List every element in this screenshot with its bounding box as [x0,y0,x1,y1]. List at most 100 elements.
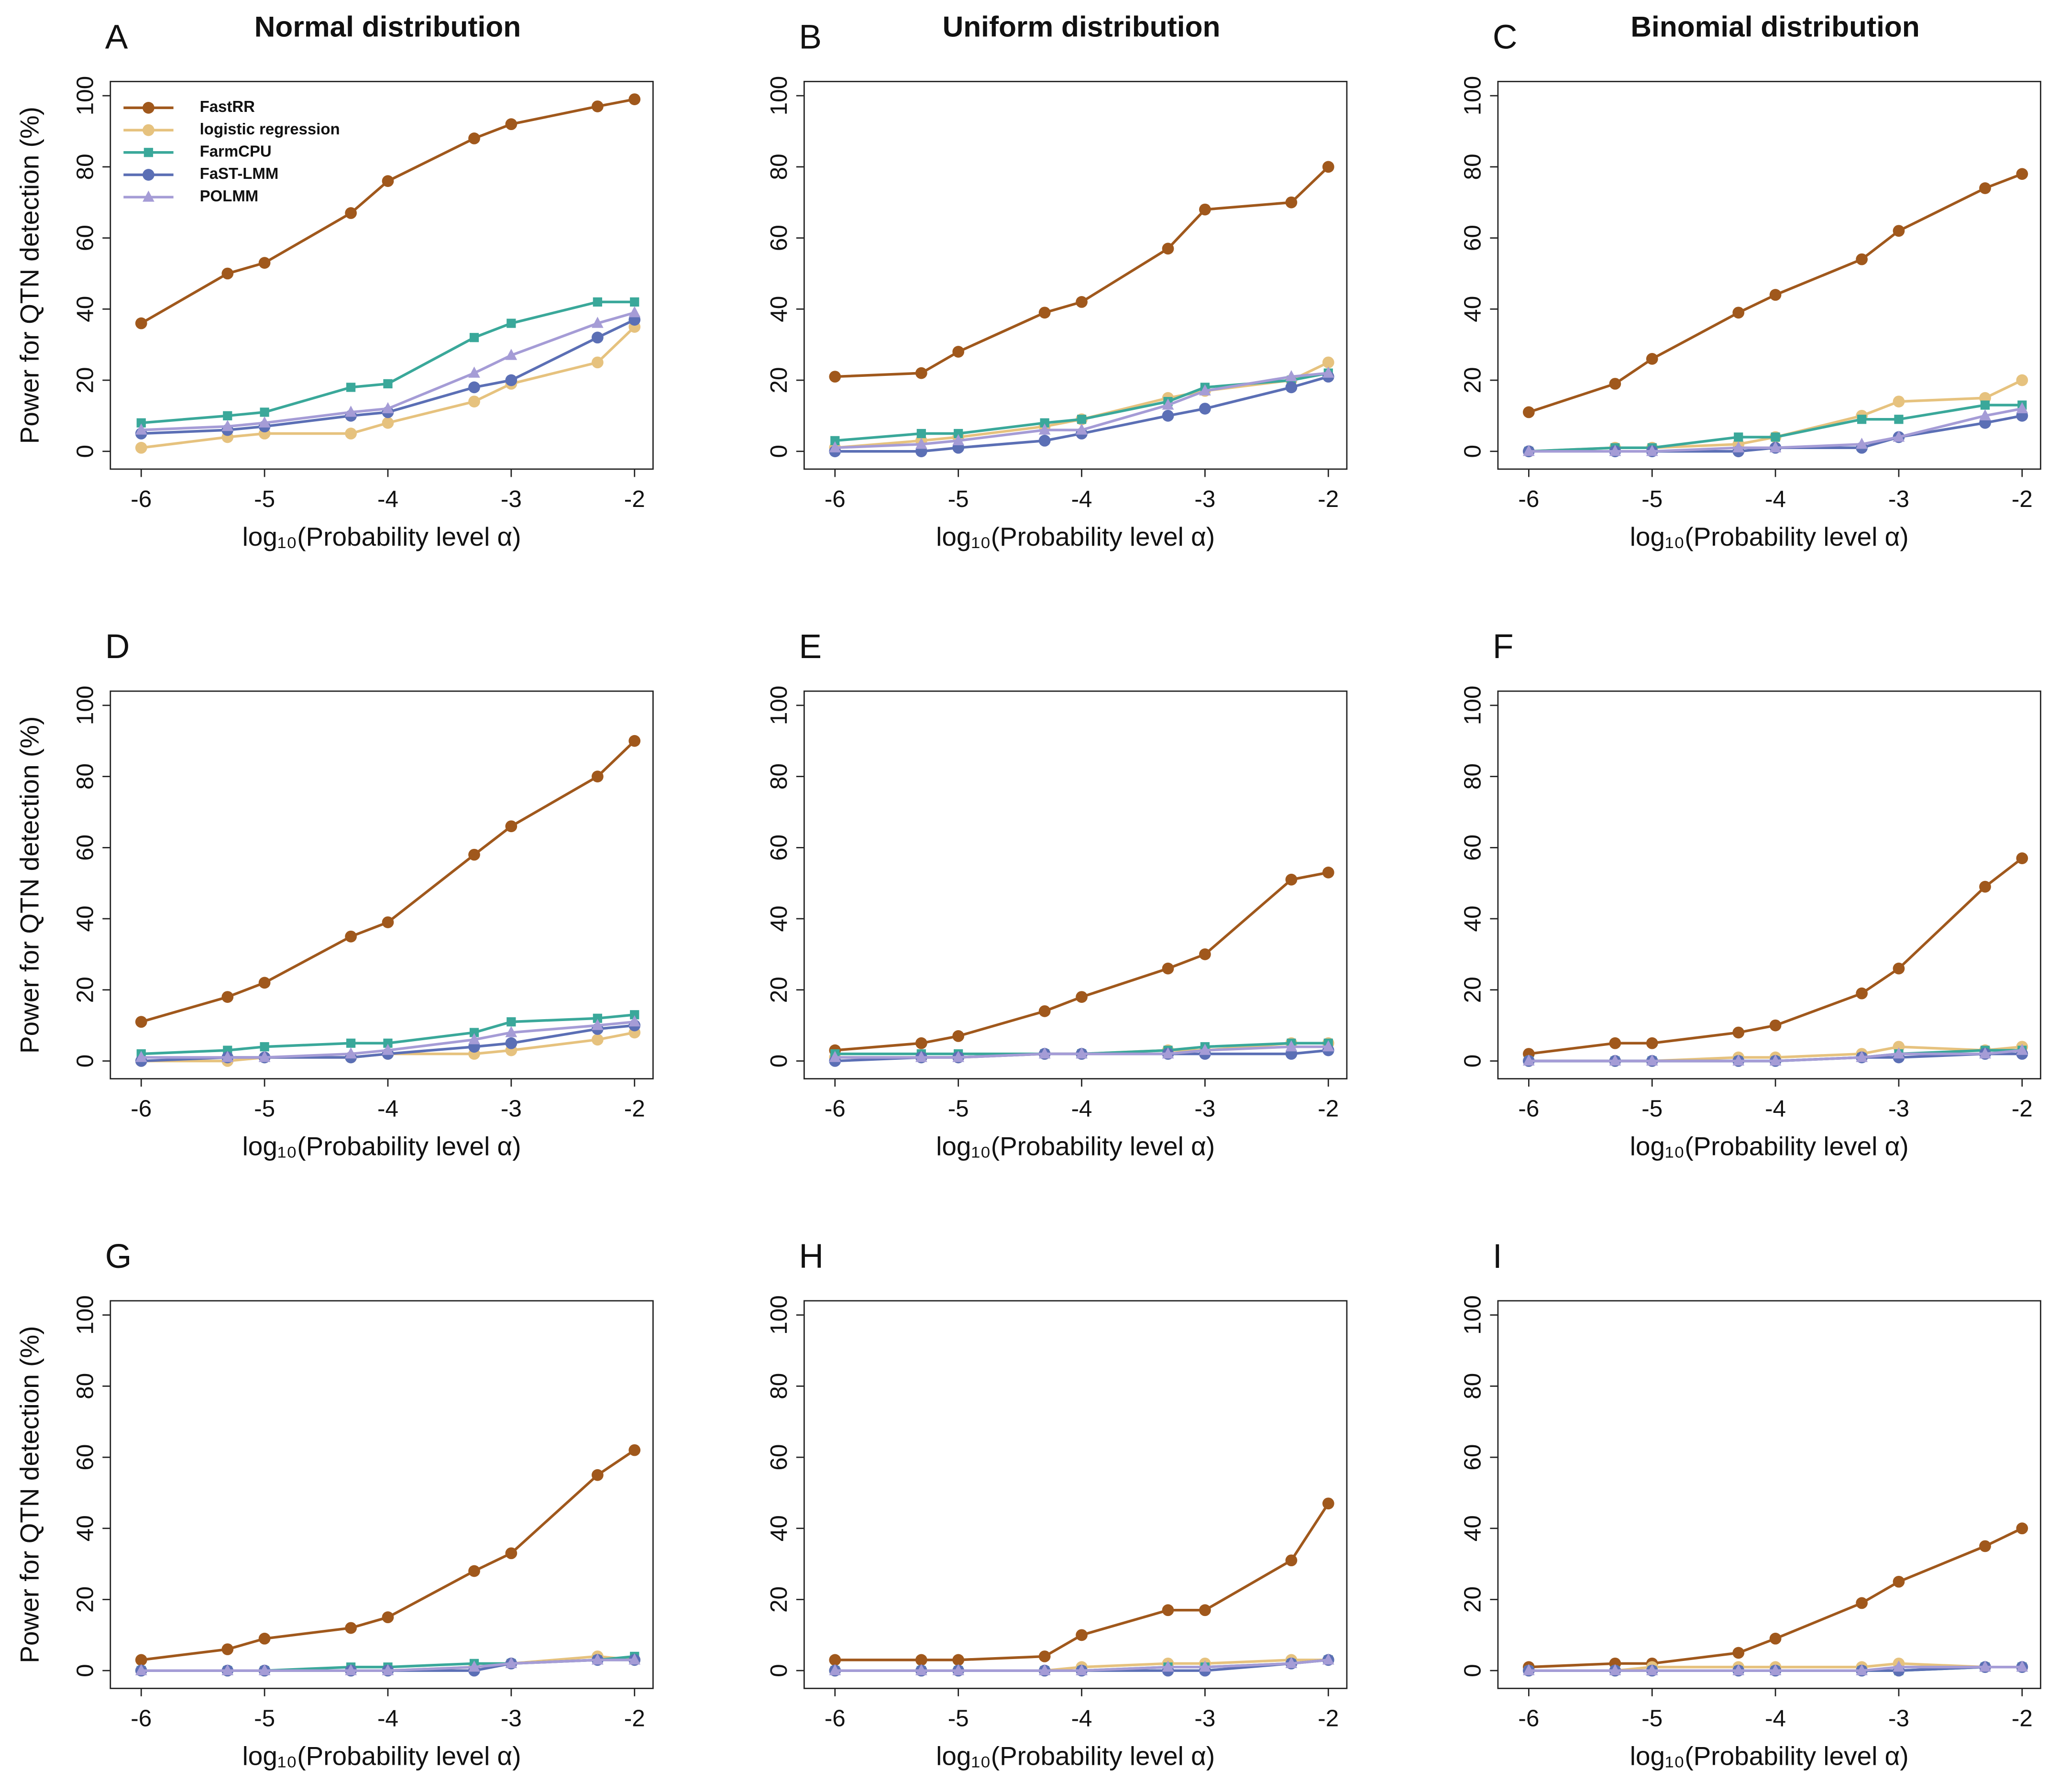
marker [221,419,234,431]
marker [469,1028,479,1037]
x-tick-label: -6 [825,486,846,512]
y-tick-label: 20 [72,977,98,1003]
marker [468,1660,480,1672]
y-tick-label: 20 [1460,367,1486,393]
marker [628,306,641,318]
panel: G Power for QTN detection (%) log₁₀(Probab… [14,1237,654,1770]
marker [591,770,604,782]
y-tick-label: 60 [766,1444,792,1471]
x-tick-label: -4 [1765,1096,1786,1122]
y-tick-label: 60 [1460,1444,1486,1471]
y-tick-label: 100 [1460,686,1486,725]
y-tick-label: 20 [1460,977,1486,1003]
marker [628,1653,641,1665]
marker [591,1033,604,1046]
marker [1076,1664,1088,1675]
x-tick-label: -4 [377,1705,398,1731]
marker [1199,384,1211,396]
marker [1199,203,1211,216]
legend-marker [143,190,154,202]
panel-letter: F [1493,627,1514,666]
y-tick-label: 80 [766,763,792,790]
x-tick-label: -5 [1641,486,1663,512]
marker [505,118,518,131]
y-tick-label: 40 [766,296,792,322]
marker [630,297,639,307]
y-axis-label: Power for QTN detection (%) [14,1326,44,1663]
panel-letter: H [799,1237,824,1275]
x-tick-label: -4 [1765,486,1786,512]
marker [952,1030,965,1042]
marker [1732,1026,1745,1039]
marker [1979,1660,1991,1672]
y-axis-label: Power for QTN detection (%) [14,107,44,444]
y-tick-label: 20 [766,977,792,1003]
marker [221,1051,234,1062]
x-tick-label: -6 [1518,486,1539,512]
marker [1322,356,1334,369]
x-tick-label: -2 [2012,1705,2033,1731]
marker [1979,1540,1991,1552]
marker [1040,418,1049,428]
marker [345,428,357,440]
y-tick-label: 0 [766,1664,792,1677]
marker [1734,432,1743,442]
marker [1609,1054,1621,1066]
marker [135,1654,147,1666]
x-tick-label: -5 [1641,1096,1663,1122]
y-axis-label: Power for QTN detection (%) [14,716,44,1054]
marker [2016,1660,2028,1672]
panel-letter: I [1493,1237,1502,1275]
marker [506,1017,516,1027]
marker [829,1664,841,1675]
marker [1609,378,1621,390]
marker [1646,1664,1658,1675]
marker [505,1657,518,1668]
marker [1856,1664,1868,1675]
marker [829,1654,841,1666]
x-tick-label: -3 [501,486,522,512]
x-tick-label: -2 [624,486,645,512]
marker [1038,1650,1051,1662]
x-axis-label: log₁₀(Probability level α) [1630,1741,1909,1770]
plot-frame [803,1300,1348,1689]
marker [1162,1047,1174,1059]
marker [258,1051,271,1062]
y-tick-label: 20 [72,1586,98,1613]
x-tick-label: -6 [131,486,152,512]
marker [1285,1040,1298,1052]
marker [1038,1047,1051,1059]
x-axis-label: log₁₀(Probability level α) [1630,1132,1909,1161]
legend-label: FastRR [200,98,255,115]
marker [1646,1037,1658,1049]
marker [221,991,234,1003]
x-tick-label: -4 [1071,1705,1092,1731]
marker [915,438,927,449]
y-tick-label: 80 [1460,1373,1486,1399]
marker [258,257,271,269]
marker [2016,852,2028,864]
x-tick-label: -3 [501,1096,522,1122]
marker [505,1037,518,1049]
marker [1038,1664,1051,1675]
marker [382,417,394,429]
marker [829,371,841,383]
marker [1893,396,1905,407]
marker [345,207,357,219]
marker [1162,962,1174,975]
marker [382,1664,394,1675]
legend-label: POLMM [200,187,259,205]
marker [1523,1664,1535,1675]
x-axis-label: log₁₀(Probability level α) [936,1741,1215,1770]
x-tick-label: -3 [1194,486,1215,512]
marker [830,436,840,446]
marker [628,1444,641,1456]
marker [505,820,518,833]
legend-marker [143,124,154,136]
marker [1980,400,1990,410]
x-tick-label: -5 [948,486,969,512]
marker [591,356,604,369]
